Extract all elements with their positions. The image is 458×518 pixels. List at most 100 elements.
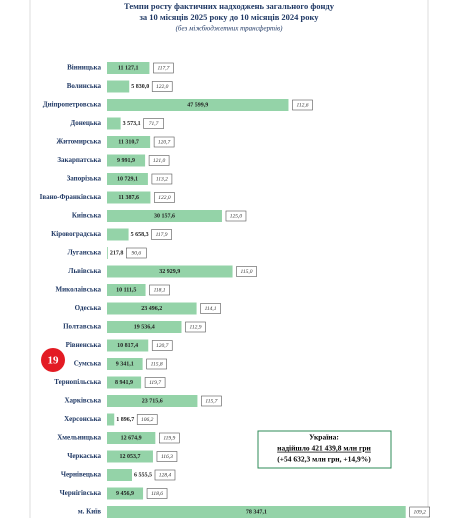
bar [107,469,132,481]
growth-label: 117,7 [157,65,169,71]
bar [107,136,151,148]
bar [107,506,406,518]
growth-box [149,284,170,296]
growth-label: 121,0 [153,158,166,164]
growth-box [146,358,167,370]
category-label: Сумська [74,360,102,368]
growth-label: 117,9 [156,232,168,238]
category-label: Закарпатська [57,156,101,164]
bar [107,265,233,278]
growth-label: 125,0 [230,213,243,219]
category-label: Тернопільська [54,378,101,386]
summary-box [257,430,392,469]
category-label: Херсонська [64,415,101,423]
bar [107,191,151,204]
value-label: 5 658,3 [131,232,149,238]
growth-label: 122,0 [158,195,171,201]
value-label: 11 387,6 [118,195,139,201]
summary-line: надійшло 421 439,8 млн грн [277,444,371,453]
value-label: 9 991,9 [117,158,135,164]
category-label: Київська [72,212,102,220]
bar [107,80,130,93]
category-label: Чернігівська [60,489,102,497]
category-label: Чернівецька [61,471,102,479]
value-label: 23 715,6 [142,398,163,404]
chart-title: Темпи росту фактичних надходжень загальн… [124,1,335,11]
value-label: 47 599,9 [187,102,208,108]
growth-label: 120,7 [156,343,169,349]
bar [107,228,129,241]
growth-label: 106,2 [141,417,154,423]
growth-box [144,377,166,388]
growth-box [136,414,158,425]
value-label: 9 341,1 [116,361,134,367]
category-label: Івано-Франківська [40,193,102,201]
value-label: 11 310,7 [118,139,139,145]
growth-label: 115,0 [241,269,253,275]
growth-box [151,173,173,185]
growth-label: 90,6 [132,250,142,256]
value-label: 30 157,6 [154,213,175,219]
growth-box [151,229,172,240]
growth-label: 116,3 [161,454,173,460]
growth-box [200,303,221,314]
value-label: 6 555,5 [134,472,152,478]
category-label: Дніпропетровська [43,101,102,109]
value-label: 11 127,1 [118,65,139,71]
growth-label: 122,0 [156,84,169,90]
growth-box [153,62,174,74]
growth-label: 118,6 [151,491,163,497]
growth-box [409,506,430,518]
growth-box [201,395,222,407]
bar [107,284,146,296]
growth-box [154,192,175,203]
category-label: Миколаївська [56,286,102,294]
chart-note: (без міжбюджетних трансфертів) [176,25,283,33]
bar [107,247,108,259]
category-label: Одеська [75,304,102,312]
value-label: 10 817,4 [117,343,138,349]
bar [107,62,150,74]
bar [107,395,198,407]
category-label: Харківська [64,397,101,405]
bar [107,321,182,333]
bar [107,432,156,444]
bar [107,339,149,352]
value-label: 8 941,9 [115,380,133,386]
growth-box [153,136,175,148]
growth-label: 112,6 [296,102,308,108]
marker-badge [41,348,65,372]
category-label: Хмельницька [57,434,101,442]
category-label: Вінницька [67,64,101,72]
category-label: Запорізька [67,175,102,183]
growth-label: 118,1 [154,287,166,293]
growth-box [185,321,206,333]
category-label: Полтавська [63,323,101,331]
growth-label: 120,7 [158,139,171,145]
value-label: 19 536,4 [134,324,155,330]
growth-box [156,451,178,462]
bar [107,117,121,130]
growth-box [146,488,168,499]
growth-label: 109,2 [414,509,427,515]
value-label: 32 929,9 [159,269,180,275]
value-label: 23 496,2 [141,306,162,312]
summary-line: (+54 632,3 млн грн, +14,9%) [277,455,371,464]
growth-box [154,469,176,481]
category-label: Житомирська [56,138,101,146]
growth-label: 119,9 [163,435,175,441]
category-label: Волинська [67,82,102,90]
value-label: 3 573,1 [123,121,141,127]
value-label: 12 674,9 [121,435,142,441]
value-label: 217,8 [110,250,124,256]
value-label: 10 729,1 [117,176,138,182]
growth-label: 114,1 [205,305,217,312]
growth-label: 115,8 [151,361,163,367]
value-label: 78 347,1 [246,509,267,515]
growth-label: 119,7 [149,380,161,386]
category-label: Львівська [68,267,101,275]
chart-subtitle: за 10 місяців 2025 року до 10 місяців 20… [139,12,319,22]
bar [107,450,153,463]
value-label: 5 830,0 [131,84,149,90]
